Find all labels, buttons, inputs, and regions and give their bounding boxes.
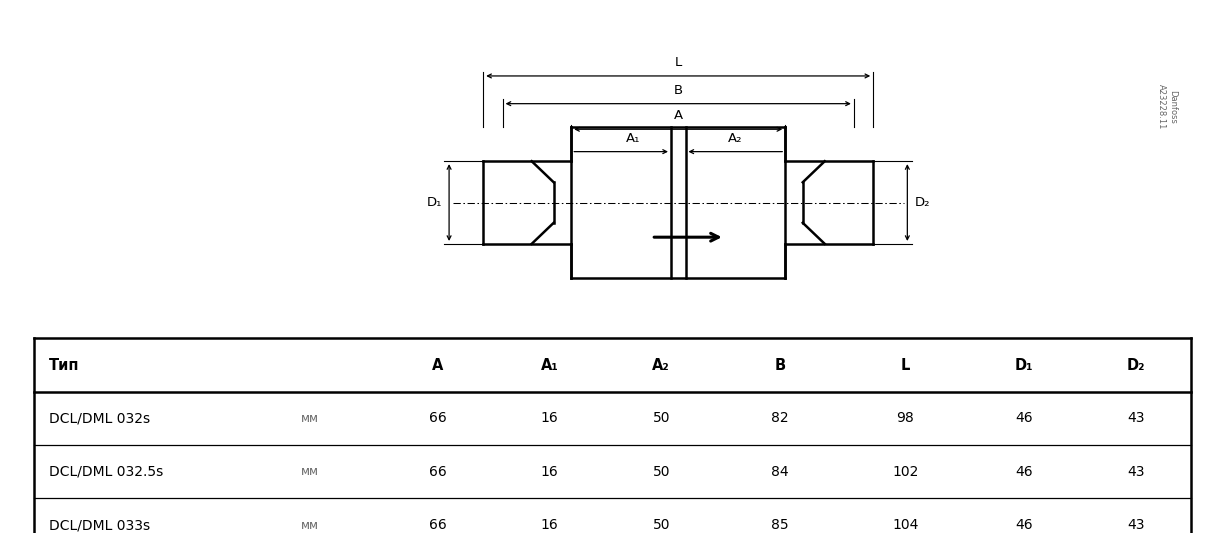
- Text: D₂: D₂: [914, 196, 930, 209]
- Text: A: A: [673, 109, 683, 123]
- Text: 16: 16: [540, 518, 558, 532]
- Text: 104: 104: [892, 518, 919, 532]
- Text: L: L: [901, 358, 910, 373]
- Text: 50: 50: [653, 465, 670, 479]
- Text: 16: 16: [540, 465, 558, 479]
- Text: A: A: [433, 358, 444, 373]
- Text: Тип: Тип: [49, 358, 79, 373]
- Text: D₁: D₁: [1014, 358, 1033, 373]
- Text: 43: 43: [1127, 518, 1144, 532]
- Text: 98: 98: [896, 411, 914, 425]
- Text: 50: 50: [653, 518, 670, 532]
- Text: A₁: A₁: [626, 132, 640, 146]
- Text: B: B: [673, 84, 683, 97]
- Text: A₂: A₂: [728, 132, 743, 146]
- Text: 16: 16: [540, 411, 558, 425]
- Text: DCL/DML 032.5s: DCL/DML 032.5s: [49, 465, 163, 479]
- Text: Danfoss
A23228.11: Danfoss A23228.11: [1156, 84, 1178, 130]
- Text: мм: мм: [301, 519, 319, 531]
- Text: 102: 102: [892, 465, 919, 479]
- Text: 46: 46: [1015, 411, 1033, 425]
- Text: 46: 46: [1015, 465, 1033, 479]
- Text: 84: 84: [771, 465, 788, 479]
- Text: B: B: [775, 358, 786, 373]
- Text: 66: 66: [429, 465, 446, 479]
- Text: 43: 43: [1127, 465, 1144, 479]
- Text: 50: 50: [653, 411, 670, 425]
- Text: 46: 46: [1015, 518, 1033, 532]
- Text: 66: 66: [429, 518, 446, 532]
- Text: мм: мм: [301, 412, 319, 425]
- Text: 66: 66: [429, 411, 446, 425]
- Text: D₂: D₂: [1127, 358, 1145, 373]
- Text: 43: 43: [1127, 411, 1144, 425]
- Text: D₁: D₁: [426, 196, 442, 209]
- Text: DCL/DML 033s: DCL/DML 033s: [49, 518, 150, 532]
- Text: A₂: A₂: [653, 358, 670, 373]
- Text: 82: 82: [771, 411, 788, 425]
- Text: L: L: [675, 56, 682, 69]
- Text: 85: 85: [771, 518, 788, 532]
- Text: DCL/DML 032s: DCL/DML 032s: [49, 411, 150, 425]
- Text: A₁: A₁: [540, 358, 558, 373]
- Text: мм: мм: [301, 465, 319, 478]
